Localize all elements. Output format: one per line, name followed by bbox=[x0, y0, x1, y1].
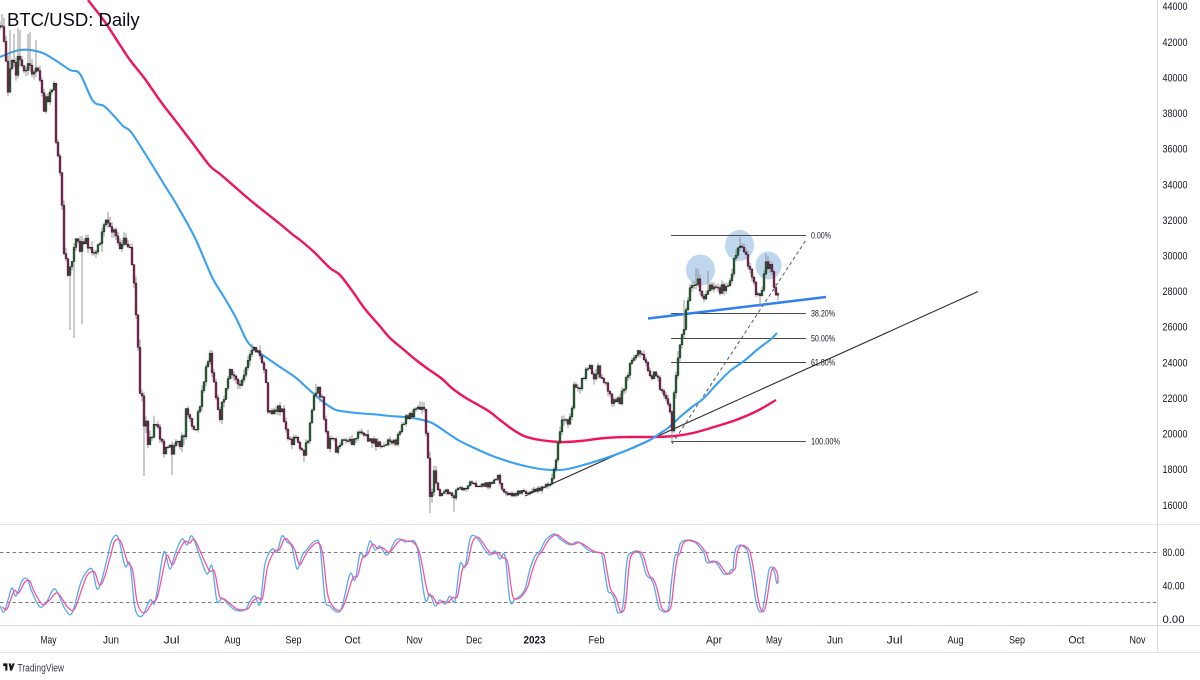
svg-text:24000: 24000 bbox=[1163, 357, 1188, 369]
svg-text:Oct: Oct bbox=[1069, 635, 1085, 647]
svg-text:34000: 34000 bbox=[1163, 179, 1188, 191]
svg-text:TradingView: TradingView bbox=[18, 662, 65, 674]
svg-text:32000: 32000 bbox=[1163, 215, 1188, 227]
svg-text:36000: 36000 bbox=[1163, 144, 1188, 156]
svg-text:0.00: 0.00 bbox=[1163, 614, 1185, 626]
svg-text:Jul: Jul bbox=[164, 635, 180, 647]
svg-text:38.20%: 38.20% bbox=[811, 309, 835, 319]
svg-text:Feb: Feb bbox=[589, 635, 605, 647]
svg-text:22000: 22000 bbox=[1163, 393, 1188, 405]
svg-text:18000: 18000 bbox=[1163, 464, 1188, 476]
svg-text:40.00: 40.00 bbox=[1163, 581, 1185, 593]
svg-text:BTC/USD: Daily: BTC/USD: Daily bbox=[7, 9, 140, 30]
svg-text:100.00%: 100.00% bbox=[811, 437, 840, 447]
svg-text:42000: 42000 bbox=[1163, 37, 1188, 49]
svg-text:2023: 2023 bbox=[524, 635, 546, 647]
svg-text:20000: 20000 bbox=[1163, 429, 1188, 441]
svg-text:16000: 16000 bbox=[1163, 500, 1188, 512]
svg-text:50.00%: 50.00% bbox=[811, 334, 835, 344]
svg-text:0.00%: 0.00% bbox=[811, 231, 831, 241]
svg-text:28000: 28000 bbox=[1163, 286, 1188, 298]
svg-text:40000: 40000 bbox=[1163, 72, 1188, 84]
svg-text:Nov: Nov bbox=[407, 635, 423, 647]
svg-text:38000: 38000 bbox=[1163, 108, 1188, 120]
svg-text:Dec: Dec bbox=[466, 635, 482, 647]
svg-text:Nov: Nov bbox=[1130, 635, 1146, 647]
svg-text:Apr: Apr bbox=[706, 635, 722, 647]
svg-text:Sep: Sep bbox=[286, 635, 302, 647]
svg-text:44000: 44000 bbox=[1163, 1, 1188, 13]
svg-text:Aug: Aug bbox=[225, 635, 241, 647]
svg-text:Oct: Oct bbox=[345, 635, 361, 647]
svg-text:26000: 26000 bbox=[1163, 322, 1188, 334]
svg-text:30000: 30000 bbox=[1163, 251, 1188, 263]
svg-text:Aug: Aug bbox=[948, 635, 964, 647]
svg-text:Jun: Jun bbox=[827, 635, 843, 647]
svg-text:May: May bbox=[766, 635, 782, 647]
svg-text:Jul: Jul bbox=[887, 635, 903, 647]
svg-text:Jun: Jun bbox=[103, 635, 119, 647]
svg-text:May: May bbox=[41, 635, 57, 647]
svg-text:61.80%: 61.80% bbox=[811, 358, 835, 368]
svg-text:Sep: Sep bbox=[1009, 635, 1025, 647]
svg-text:80.00: 80.00 bbox=[1163, 547, 1185, 559]
